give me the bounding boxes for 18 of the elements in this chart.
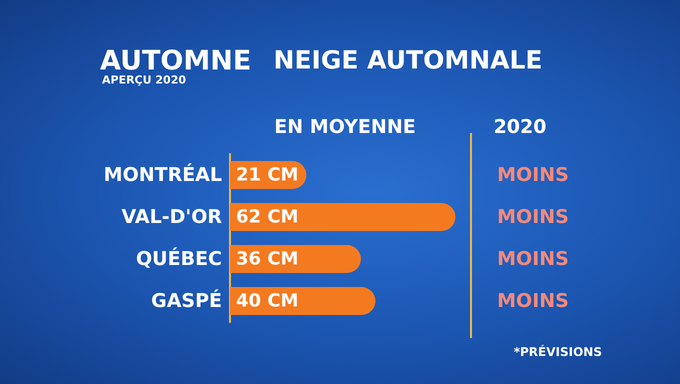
text: MOINS <box>497 290 569 312</box>
data-label: 36 CM <box>236 248 298 270</box>
text: AUTOMNE <box>100 46 252 76</box>
y-tick-label: MONTRÉAL <box>104 163 222 186</box>
text: MOINS <box>497 248 569 270</box>
data-label: 21 CM <box>236 164 298 186</box>
text: MOINS <box>497 164 569 186</box>
y-tick-label: GASPÉ <box>151 289 222 312</box>
chart-title: NEIGE AUTOMNALE <box>274 46 542 74</box>
data-label: 62 CM <box>236 206 298 228</box>
text: *PRÉVISIONS <box>514 344 602 359</box>
text: 2020 <box>494 116 546 138</box>
y-tick-label: QUÉBEC <box>136 247 222 270</box>
text: MOINS <box>497 206 569 228</box>
data-label: 40 CM <box>236 290 298 312</box>
x-axis-title: EN MOYENNE <box>274 116 416 138</box>
y-tick-label: VAL-D'OR <box>122 206 222 228</box>
text: APERÇU 2020 <box>102 74 186 86</box>
